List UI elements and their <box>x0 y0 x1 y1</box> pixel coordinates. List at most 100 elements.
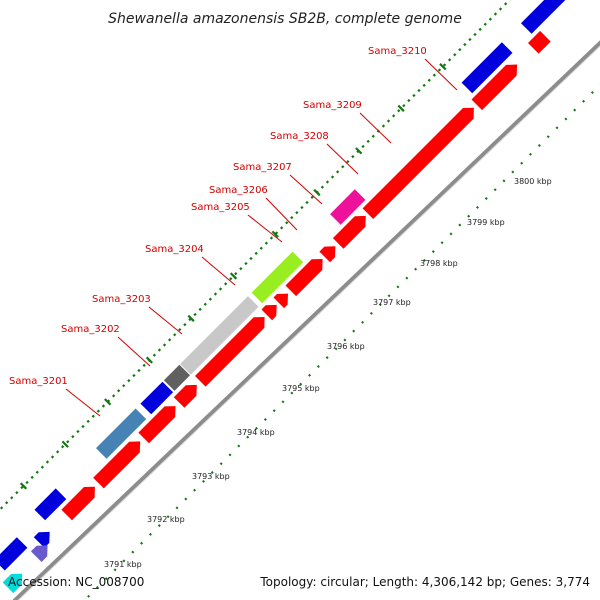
tick-mark-inner <box>299 382 303 386</box>
tick-mark-inner <box>131 550 135 554</box>
tick-mark-inner <box>582 99 586 103</box>
tick-mark-outer <box>320 185 324 189</box>
tick-mark-outer <box>152 353 156 357</box>
tick-mark-inner <box>590 91 594 94</box>
leader-line <box>265 197 298 231</box>
tick-mark-outer <box>448 58 452 62</box>
tick-mark-inner <box>193 488 197 492</box>
tick-mark-outer <box>468 37 472 42</box>
kbp-label: 3798 kbp <box>420 259 458 268</box>
tick-mark-inner <box>396 285 400 289</box>
tick-mark-inner <box>449 232 453 236</box>
tick-mark-inner <box>511 170 515 174</box>
tick-mark-inner <box>104 577 108 581</box>
tick-mark-outer <box>488 17 492 21</box>
red-gene <box>61 486 95 521</box>
tick-mark-outer <box>478 27 482 31</box>
tick-mark-outer <box>213 292 218 296</box>
tick-mark-outer <box>336 170 340 174</box>
tick-mark-outer <box>112 394 116 398</box>
tick-mark-outer <box>351 154 355 159</box>
tick-mark-outer <box>341 165 345 169</box>
tick-mark-outer <box>81 424 85 429</box>
red-gene <box>261 304 277 321</box>
tick-mark-outer <box>280 226 284 230</box>
genome-backbone <box>12 40 600 600</box>
kbp-label: 3796 kbp <box>327 342 365 351</box>
tick-mark-outer <box>402 104 406 108</box>
leader-line <box>424 58 458 91</box>
leader-line <box>148 306 183 335</box>
tick-mark-outer <box>417 88 421 93</box>
tick-mark-outer <box>15 491 19 495</box>
tick-mark-outer <box>208 297 212 301</box>
tick-mark-outer <box>218 287 223 291</box>
tick-mark-outer <box>5 501 9 505</box>
red-gene <box>138 406 176 444</box>
gene-label: Sama_3201 <box>9 376 68 387</box>
tick-mark-outer <box>203 302 207 306</box>
gene-sama-3203: Sama_3203 <box>92 294 190 391</box>
tick-mark-outer <box>198 307 202 311</box>
kbp-label: 3791 kbp <box>104 560 142 569</box>
tick-mark-outer <box>96 409 100 413</box>
topology-text: Topology: circular; Length: 4,306,142 bp… <box>260 575 590 589</box>
tick-mark-inner <box>237 444 241 448</box>
major-tick <box>187 314 195 322</box>
gene-label: Sama_3207 <box>233 162 292 173</box>
tick-mark-inner <box>467 214 471 218</box>
gene-bar <box>180 296 259 375</box>
tick-mark-outer <box>432 73 436 77</box>
major-tick <box>145 356 153 364</box>
kbp-label: 3795 kbp <box>282 384 320 393</box>
gene-bar <box>96 408 147 459</box>
leader-line <box>289 174 323 205</box>
red-gene <box>332 215 366 249</box>
gene-label: Sama_3204 <box>145 244 204 255</box>
leader-line <box>359 112 392 144</box>
gene-bar <box>140 381 174 415</box>
tick-mark-inner <box>255 426 258 430</box>
tick-mark-outer <box>386 119 391 123</box>
tick-mark-inner <box>308 373 312 377</box>
tick-mark-outer <box>86 419 90 423</box>
tick-mark-outer <box>422 83 426 87</box>
gene-sama-3207: Sama_3207 <box>233 162 323 205</box>
tick-mark-outer <box>300 205 304 210</box>
gene-bar <box>251 251 304 304</box>
tick-mark-inner <box>290 391 294 395</box>
tick-mark-inner <box>537 143 541 148</box>
tick-mark-inner <box>564 117 568 121</box>
tick-mark-outer <box>371 134 375 138</box>
tick-mark-inner <box>414 267 418 271</box>
tick-mark-inner <box>440 241 444 245</box>
tick-mark-inner <box>122 559 126 563</box>
tick-mark-inner <box>502 179 506 183</box>
tick-mark-outer <box>290 216 294 220</box>
tick-mark-inner <box>422 258 426 262</box>
tick-mark-outer <box>244 261 248 266</box>
tick-mark-outer <box>66 440 70 444</box>
tick-mark-outer <box>239 267 243 271</box>
tick-mark-inner <box>148 532 152 536</box>
red-gene <box>319 246 336 263</box>
gene-sama-3205: Sama_3205 <box>191 202 304 304</box>
tick-mark-outer <box>157 348 162 352</box>
tick-mark-outer <box>412 93 416 98</box>
blue-gene <box>0 537 28 571</box>
tick-mark-inner <box>219 462 223 466</box>
tick-mark-outer <box>10 496 14 500</box>
major-tick <box>104 398 112 406</box>
tick-mark-outer <box>20 485 24 490</box>
gene-bar <box>163 364 190 391</box>
major-tick <box>271 230 279 238</box>
tick-mark-outer <box>463 42 467 47</box>
tick-mark-inner <box>520 161 524 165</box>
tick-mark-outer <box>173 333 177 337</box>
tick-mark-inner <box>484 197 488 200</box>
tick-mark-outer <box>71 435 75 439</box>
tick-mark-inner <box>184 497 188 501</box>
slateblue-gene <box>30 545 48 562</box>
tick-mark-outer <box>56 450 60 454</box>
tick-mark-outer <box>137 368 141 373</box>
